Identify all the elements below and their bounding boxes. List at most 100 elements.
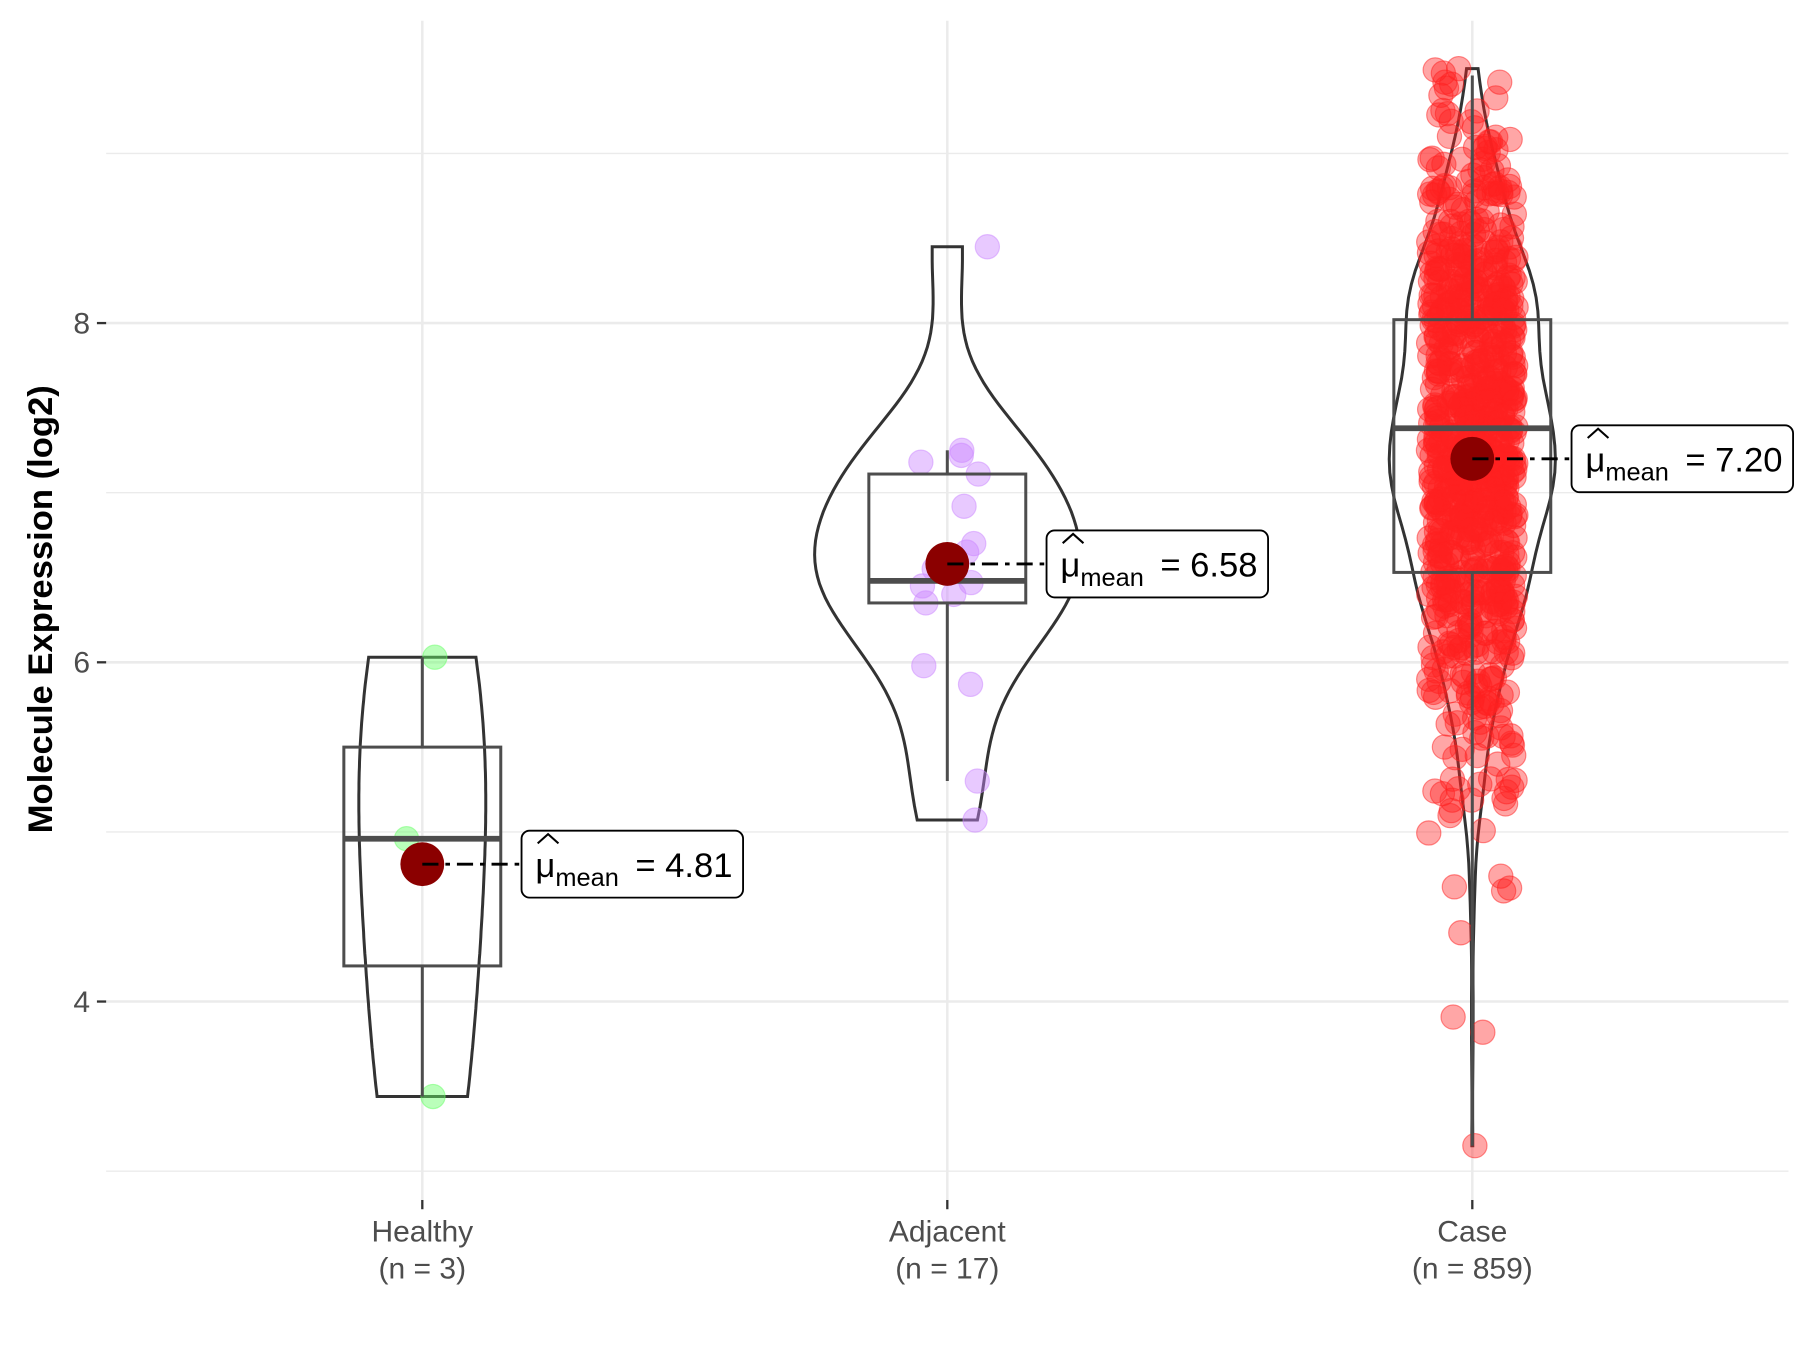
box-adjacent (867, 472, 1028, 605)
data-point (1464, 188, 1490, 215)
data-point (961, 530, 987, 557)
data-point (1499, 459, 1526, 485)
mean-value: = 6.58 (1151, 547, 1258, 585)
data-point (1500, 589, 1527, 615)
data-point (1416, 820, 1442, 846)
data-point (1432, 69, 1458, 95)
hat-icon (1062, 532, 1085, 544)
data-point (1494, 679, 1521, 705)
data-point (908, 449, 934, 475)
data-point (1477, 662, 1503, 688)
hat-icon (1587, 427, 1610, 439)
data-point (1445, 776, 1471, 802)
data-point (1491, 785, 1517, 812)
data-point (1486, 600, 1512, 627)
data-point (1477, 129, 1504, 155)
mu-symbol: μ (535, 847, 555, 885)
data-point (1422, 684, 1449, 710)
data-point (1435, 711, 1461, 737)
data-point (1419, 145, 1445, 171)
box-healthy (342, 745, 503, 968)
violins (357, 67, 1557, 1148)
axes: 4 6 8 Healthy(n = 3) Adjacent(n = 17) Case(n … (73, 307, 1532, 1285)
hat-icon (537, 832, 560, 845)
data-point (1490, 488, 1517, 515)
data-point (1501, 388, 1527, 415)
data-point (1475, 639, 1501, 665)
mean-value: = 4.81 (626, 847, 733, 885)
data-point (1436, 350, 1462, 377)
data-point (1430, 97, 1456, 124)
data-point (1419, 189, 1445, 215)
data-point (1420, 679, 1447, 706)
data-points (393, 55, 1529, 1159)
data-point (1436, 174, 1463, 201)
data-point (1454, 264, 1480, 290)
data-point (1458, 390, 1485, 417)
x-tick-label: Case (1437, 1216, 1507, 1249)
data-point (1462, 1133, 1488, 1159)
data-point (1467, 600, 1494, 626)
data-point (1499, 732, 1526, 758)
mean-point (1450, 436, 1495, 481)
data-point (1436, 390, 1462, 416)
data-point (1496, 494, 1522, 520)
data-point (1427, 315, 1453, 342)
mean-label-box (1570, 424, 1794, 494)
data-point (957, 671, 984, 698)
y-tick-label: 6 (73, 647, 90, 680)
data-point (1475, 297, 1502, 323)
data-point (1426, 456, 1453, 482)
data-point (1426, 102, 1452, 128)
data-point (1499, 213, 1525, 240)
mean-label: μmean = 6.58 (1060, 547, 1257, 592)
mean-label-box (1045, 529, 1269, 599)
data-point (1444, 710, 1470, 736)
data-point (1493, 553, 1519, 579)
data-point (1441, 484, 1467, 510)
data-point (1487, 178, 1514, 204)
x-tick-label: Adjacent (889, 1216, 1006, 1249)
data-point (1502, 361, 1528, 387)
data-point (911, 653, 937, 679)
data-point (964, 768, 990, 794)
data-point (1455, 364, 1482, 391)
data-point (1469, 725, 1495, 751)
data-point (1464, 631, 1491, 658)
violin-adjacent (813, 245, 1082, 822)
data-point (1483, 237, 1510, 263)
data-point (1440, 242, 1466, 269)
x-tick-n-label: (n = 859) (1412, 1252, 1533, 1285)
mean-subscript: mean (555, 864, 618, 892)
data-point (1499, 285, 1525, 312)
data-point (974, 234, 1001, 260)
data-point (1420, 652, 1447, 678)
data-point (1471, 343, 1498, 370)
data-point (962, 807, 988, 833)
data-point (1501, 742, 1527, 769)
data-point (1425, 155, 1452, 181)
data-point (1464, 742, 1490, 769)
mu-symbol: μ (1585, 441, 1605, 479)
data-point (1430, 570, 1456, 596)
mean-label: μmean = 7.20 (1585, 441, 1782, 486)
data-point (1422, 392, 1448, 418)
data-point (1449, 297, 1476, 324)
mean-label: μmean = 4.81 (535, 847, 732, 892)
data-point (1427, 543, 1453, 569)
data-point (1492, 289, 1518, 315)
data-point (1493, 485, 1519, 511)
data-point (1449, 661, 1476, 687)
violin-healthy (357, 655, 488, 1098)
y-tick-label: 4 (73, 986, 90, 1019)
data-point (1461, 234, 1488, 260)
data-point (1498, 723, 1524, 749)
data-point (1449, 736, 1475, 763)
data-point (1439, 787, 1465, 813)
data-point (1477, 766, 1504, 792)
mean-value: = 7.20 (1676, 441, 1783, 479)
x-tick-n-label: (n = 3) (379, 1252, 467, 1285)
